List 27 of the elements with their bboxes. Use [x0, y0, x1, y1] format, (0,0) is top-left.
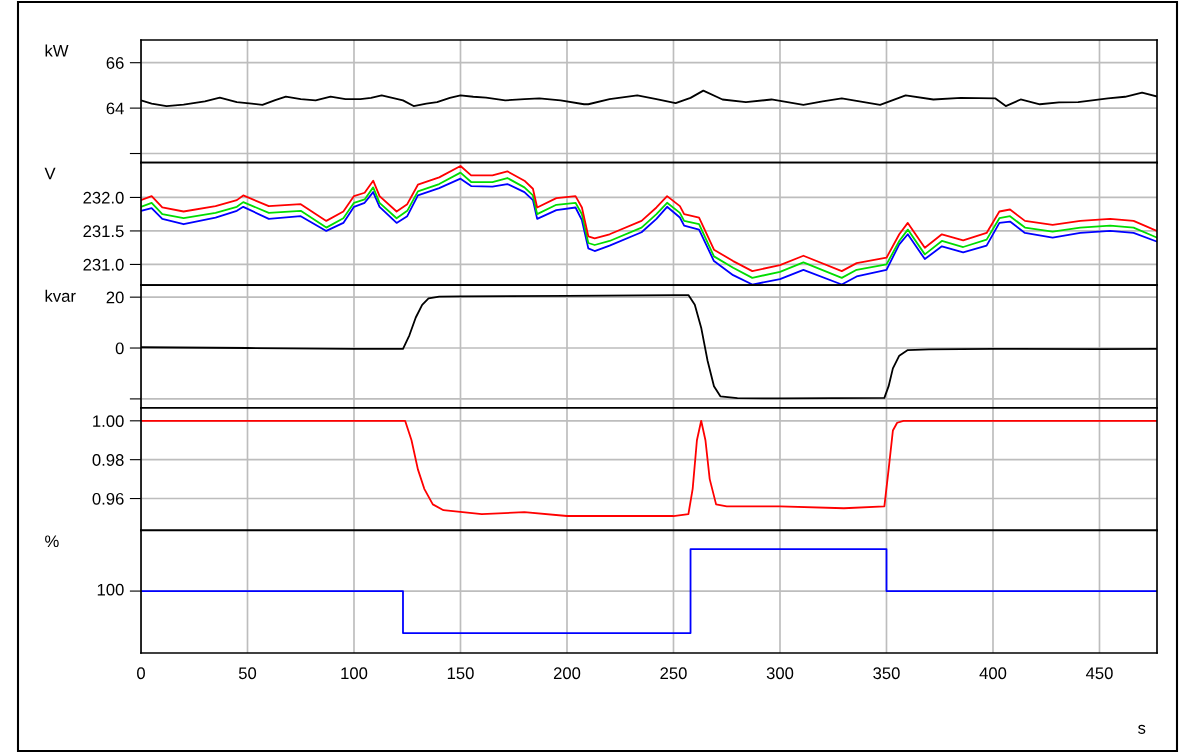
y-tick-label: 0.98 [92, 454, 124, 466]
x-tick-label: 100 [341, 667, 368, 680]
y-axis-title: kvar [45, 289, 76, 302]
x-tick-label: 150 [447, 667, 474, 680]
annotation: 100 [97, 583, 124, 596]
x-tick-label: 0 [137, 667, 145, 680]
line-series [141, 419, 1157, 517]
x-tick-label: 300 [766, 667, 794, 680]
x-tick-label: 350 [873, 667, 900, 680]
y-tick-label: 232.0 [83, 191, 124, 204]
y-tick-label: 231.5 [83, 225, 124, 238]
y-tick-label: 64 [106, 102, 124, 115]
x-axis-title: s [1138, 724, 1146, 734]
y-axis-title: kW [45, 44, 69, 57]
y-tick-label: 0.96 [92, 492, 124, 505]
y-tick-label: 231.0 [83, 258, 124, 271]
y-tick-label: 66 [106, 57, 124, 69]
x-tick-label: 50 [238, 667, 257, 680]
x-tick-label: 200 [553, 667, 581, 680]
y-axis-title: V [44, 167, 56, 180]
x-tick-label: 400 [979, 667, 1007, 680]
y-tick-label: 1.00 [93, 415, 124, 428]
y-tick-label: 0 [115, 342, 124, 355]
y-axis-title: % [45, 535, 59, 548]
x-tick-label: 250 [660, 667, 687, 680]
x-tick-label: 450 [1085, 667, 1113, 680]
y-tick-label: 20 [106, 291, 124, 304]
